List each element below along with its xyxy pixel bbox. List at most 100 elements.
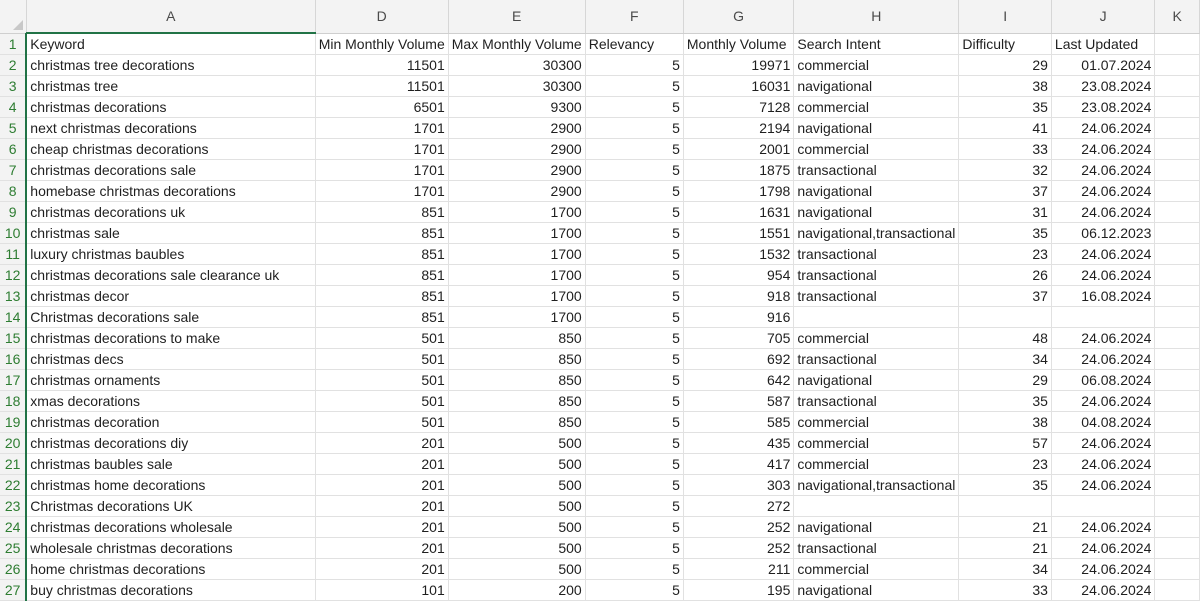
cell-max-volume[interactable]: 2900 [448, 117, 586, 139]
cell-min-volume[interactable]: 201 [315, 453, 449, 475]
cell-max-volume[interactable]: 9300 [448, 96, 586, 118]
cell-k[interactable] [1154, 558, 1200, 580]
row-number[interactable]: 4 [0, 96, 27, 118]
cell-relevancy[interactable]: 5 [585, 75, 684, 97]
cell-last-updated[interactable]: 24.06.2024 [1051, 138, 1156, 160]
cell-max-volume[interactable]: 850 [448, 327, 586, 349]
row-number[interactable]: 12 [0, 264, 27, 286]
cell-keyword[interactable]: Christmas decorations UK [25, 495, 316, 517]
cell-keyword[interactable]: buy christmas decorations [25, 579, 316, 601]
cell-k[interactable] [1154, 390, 1200, 412]
cell-search-intent[interactable] [793, 495, 960, 517]
header-cell-last-updated[interactable]: Last Updated [1051, 33, 1156, 55]
cell-monthly-volume[interactable]: 1798 [683, 180, 795, 202]
cell-difficulty[interactable]: 34 [958, 348, 1052, 370]
cell-k[interactable] [1154, 495, 1200, 517]
cell-last-updated[interactable]: 24.06.2024 [1051, 474, 1156, 496]
cell-monthly-volume[interactable]: 1875 [683, 159, 795, 181]
row-number[interactable]: 11 [0, 243, 27, 265]
cell-keyword[interactable]: Christmas decorations sale [25, 306, 316, 328]
cell-search-intent[interactable]: navigational [793, 117, 960, 139]
cell-search-intent[interactable]: commercial [793, 558, 960, 580]
row-number[interactable]: 10 [0, 222, 27, 244]
cell-min-volume[interactable]: 11501 [315, 54, 449, 76]
row-number[interactable]: 14 [0, 306, 27, 328]
header-cell-k[interactable] [1154, 33, 1200, 55]
cell-monthly-volume[interactable]: 272 [683, 495, 795, 517]
cell-monthly-volume[interactable]: 692 [683, 348, 795, 370]
cell-last-updated[interactable]: 24.06.2024 [1051, 432, 1156, 454]
cell-monthly-volume[interactable]: 954 [683, 264, 795, 286]
cell-monthly-volume[interactable]: 2001 [683, 138, 795, 160]
row-number[interactable]: 9 [0, 201, 27, 223]
cell-min-volume[interactable]: 851 [315, 243, 449, 265]
cell-search-intent[interactable]: transactional [793, 390, 960, 412]
cell-keyword[interactable]: home christmas decorations [25, 558, 316, 580]
cell-last-updated[interactable]: 24.06.2024 [1051, 558, 1156, 580]
cell-keyword[interactable]: christmas decorations wholesale [25, 516, 316, 538]
cell-max-volume[interactable]: 850 [448, 411, 586, 433]
cell-min-volume[interactable]: 851 [315, 285, 449, 307]
cell-max-volume[interactable]: 850 [448, 390, 586, 412]
cell-difficulty[interactable]: 33 [958, 138, 1052, 160]
cell-monthly-volume[interactable]: 585 [683, 411, 795, 433]
cell-last-updated[interactable]: 24.06.2024 [1051, 537, 1156, 559]
cell-max-volume[interactable]: 30300 [448, 54, 586, 76]
row-number[interactable]: 1 [0, 33, 27, 55]
cell-monthly-volume[interactable]: 303 [683, 474, 795, 496]
cell-monthly-volume[interactable]: 705 [683, 327, 795, 349]
cell-k[interactable] [1154, 285, 1200, 307]
cell-keyword[interactable]: christmas sale [25, 222, 316, 244]
cell-min-volume[interactable]: 201 [315, 516, 449, 538]
cell-search-intent[interactable]: transactional [793, 264, 960, 286]
cell-max-volume[interactable]: 500 [448, 537, 586, 559]
cell-relevancy[interactable]: 5 [585, 432, 684, 454]
cell-relevancy[interactable]: 5 [585, 54, 684, 76]
cell-last-updated[interactable] [1051, 306, 1156, 328]
cell-monthly-volume[interactable]: 211 [683, 558, 795, 580]
header-cell-keyword[interactable]: Keyword [25, 33, 316, 55]
cell-relevancy[interactable]: 5 [585, 474, 684, 496]
cell-last-updated[interactable]: 24.06.2024 [1051, 201, 1156, 223]
cell-relevancy[interactable]: 5 [585, 285, 684, 307]
cell-min-volume[interactable]: 501 [315, 327, 449, 349]
cell-max-volume[interactable]: 500 [448, 453, 586, 475]
row-number[interactable]: 3 [0, 75, 27, 97]
cell-min-volume[interactable]: 851 [315, 264, 449, 286]
header-cell-max-volume[interactable]: Max Monthly Volume [448, 33, 586, 55]
cell-k[interactable] [1154, 222, 1200, 244]
cell-last-updated[interactable]: 24.06.2024 [1051, 243, 1156, 265]
cell-search-intent[interactable]: transactional [793, 348, 960, 370]
cell-search-intent[interactable]: commercial [793, 411, 960, 433]
cell-relevancy[interactable]: 5 [585, 243, 684, 265]
cell-search-intent[interactable]: commercial [793, 54, 960, 76]
cell-relevancy[interactable]: 5 [585, 558, 684, 580]
cell-search-intent[interactable]: transactional [793, 285, 960, 307]
cell-relevancy[interactable]: 5 [585, 537, 684, 559]
cell-k[interactable] [1154, 54, 1200, 76]
row-number[interactable]: 26 [0, 558, 27, 580]
cell-k[interactable] [1154, 306, 1200, 328]
cell-keyword[interactable]: xmas decorations [25, 390, 316, 412]
cell-search-intent[interactable]: transactional [793, 159, 960, 181]
cell-keyword[interactable]: christmas decorations sale [25, 159, 316, 181]
cell-keyword[interactable]: christmas home decorations [25, 474, 316, 496]
cell-last-updated[interactable]: 23.08.2024 [1051, 96, 1156, 118]
cell-difficulty[interactable]: 57 [958, 432, 1052, 454]
cell-k[interactable] [1154, 243, 1200, 265]
cell-difficulty[interactable]: 37 [958, 180, 1052, 202]
cell-min-volume[interactable]: 11501 [315, 75, 449, 97]
cell-max-volume[interactable]: 2900 [448, 159, 586, 181]
cell-k[interactable] [1154, 579, 1200, 601]
cell-max-volume[interactable]: 850 [448, 348, 586, 370]
column-header-f[interactable]: F [585, 0, 684, 34]
cell-difficulty[interactable] [958, 495, 1052, 517]
cell-keyword[interactable]: christmas tree [25, 75, 316, 97]
cell-max-volume[interactable]: 500 [448, 432, 586, 454]
header-cell-relevancy[interactable]: Relevancy [585, 33, 684, 55]
cell-keyword[interactable]: christmas decoration [25, 411, 316, 433]
cell-last-updated[interactable]: 06.12.2023 [1051, 222, 1156, 244]
cell-monthly-volume[interactable]: 195 [683, 579, 795, 601]
cell-keyword[interactable]: christmas decs [25, 348, 316, 370]
cell-keyword[interactable]: christmas ornaments [25, 369, 316, 391]
